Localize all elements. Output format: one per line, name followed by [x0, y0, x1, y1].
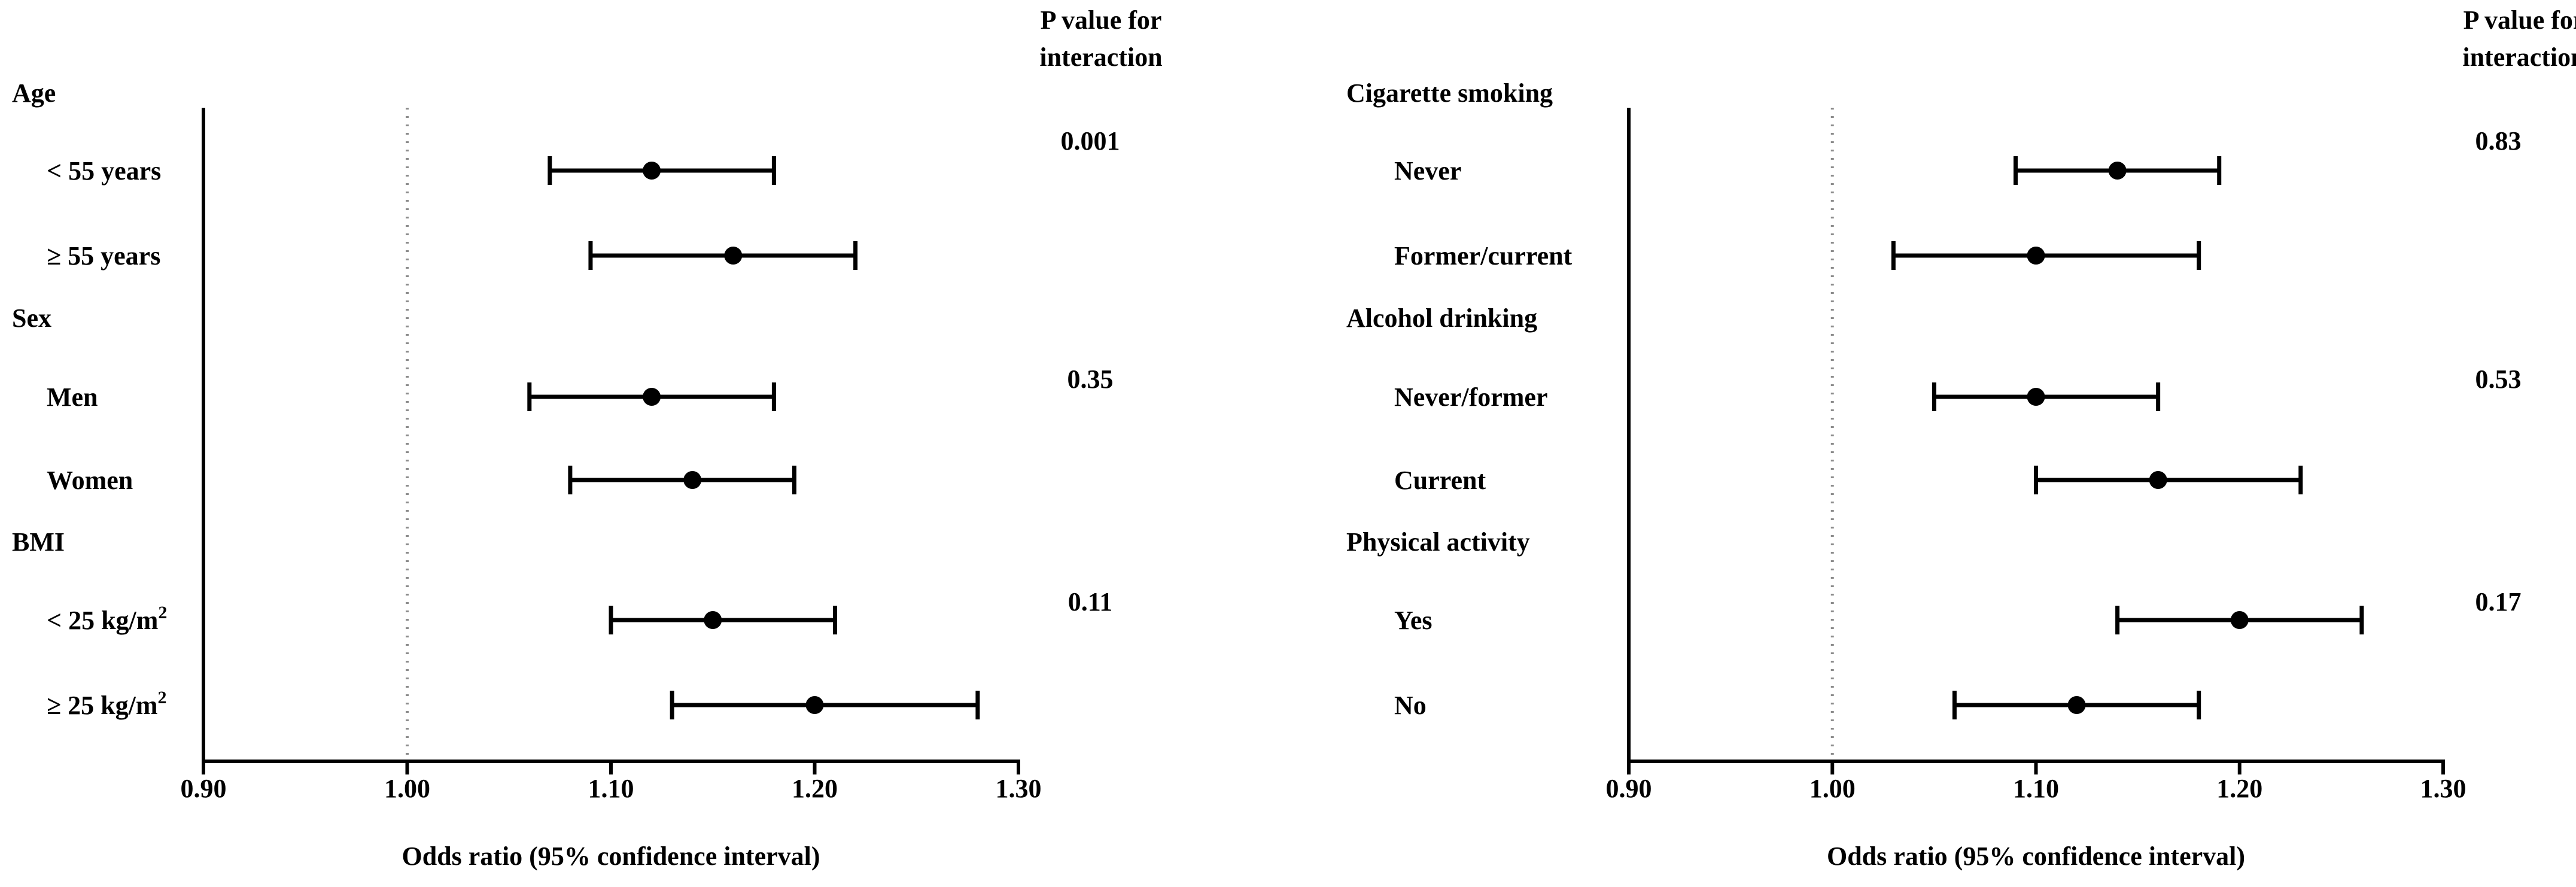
pvalue-interaction: 0.83 — [2475, 126, 2522, 156]
group-label: Sex — [12, 303, 51, 333]
odds-ratio-point — [805, 696, 824, 714]
pvalue-header: P value for — [1041, 5, 1162, 35]
odds-ratio-point — [683, 471, 702, 489]
row-label: < 55 years — [47, 156, 161, 186]
x-tick-label: 1.10 — [2013, 774, 2059, 803]
row-label: ≥ 55 years — [47, 241, 160, 271]
row-label: Men — [47, 382, 98, 412]
group-label: Alcohol drinking — [1346, 303, 1537, 333]
x-tick-label: 1.30 — [2420, 774, 2466, 803]
row-label-text: ≥ 55 years — [47, 241, 160, 271]
odds-ratio-point — [724, 247, 743, 265]
odds-ratio-point — [2067, 696, 2086, 714]
pvalue-interaction: 0.11 — [1068, 587, 1113, 616]
row-label-text: Former/current — [1394, 241, 1573, 271]
x-tick-label: 1.20 — [792, 774, 838, 803]
pvalue-interaction: 0.53 — [2475, 364, 2522, 394]
row-label-text: Yes — [1394, 606, 1433, 635]
x-tick-label: 1.10 — [588, 774, 634, 803]
odds-ratio-point — [2108, 162, 2127, 180]
row-label-text: Men — [47, 382, 98, 412]
row-label-superscript: 2 — [158, 603, 167, 622]
row-label-superscript: 2 — [158, 688, 167, 707]
row-label-text: Current — [1394, 466, 1486, 495]
odds-ratio-point — [704, 611, 722, 629]
row-label: No — [1394, 691, 1427, 720]
row-label-text: Never/former — [1394, 382, 1547, 412]
row-label: Women — [47, 466, 133, 495]
row-label: Never — [1394, 156, 1461, 186]
row-label-text: ≥ 25 kg/m — [47, 691, 158, 720]
x-tick-label: 0.90 — [181, 774, 227, 803]
group-label: Cigarette smoking — [1346, 78, 1553, 108]
row-label-text: No — [1394, 691, 1427, 720]
group-label: Age — [12, 78, 56, 108]
row-label: Yes — [1394, 606, 1433, 635]
row-label: < 25 kg/m2 — [47, 603, 167, 635]
x-axis-label: Odds ratio (95% confidence interval) — [1827, 842, 2245, 871]
row-label: Current — [1394, 466, 1486, 495]
odds-ratio-point — [2230, 611, 2249, 629]
forest-panel-2: 0.90 1.00 1.10 1.20 1.30 Odds ratio (95% conf… — [1346, 5, 2576, 871]
forest-panel-1: 0.90 1.00 1.10 1.20 1.30 Odds ratio (95% conf… — [12, 5, 1163, 871]
x-tick-label: 1.30 — [996, 774, 1042, 803]
odds-ratio-point — [2027, 388, 2045, 406]
x-tick-label: 0.90 — [1606, 774, 1652, 803]
pvalue-header: interaction — [2462, 42, 2576, 72]
row-label: ≥ 25 kg/m2 — [47, 688, 167, 720]
row-label-text: Women — [47, 466, 133, 495]
row-label: Never/former — [1394, 382, 1547, 412]
odds-ratio-point — [2149, 471, 2167, 489]
pvalue-interaction: 0.001 — [1061, 126, 1120, 156]
x-axis-label: Odds ratio (95% confidence interval) — [402, 842, 820, 871]
odds-ratio-point — [643, 388, 661, 406]
group-label: BMI — [12, 527, 65, 557]
pvalue-interaction: 0.17 — [2475, 587, 2522, 616]
x-tick-label: 1.20 — [2216, 774, 2262, 803]
row-label-text: Never — [1394, 156, 1461, 186]
pvalue-interaction: 0.35 — [1067, 364, 1114, 394]
group-label: Physical activity — [1346, 527, 1530, 557]
x-tick-label: 1.00 — [1809, 774, 1856, 803]
row-label-text: < 25 kg/m — [47, 606, 158, 635]
row-label: Former/current — [1394, 241, 1573, 271]
odds-ratio-point — [643, 162, 661, 180]
row-label-text: < 55 years — [47, 156, 161, 186]
odds-ratio-point — [2027, 247, 2045, 265]
pvalue-header: interaction — [1039, 42, 1162, 72]
x-tick-label: 1.00 — [384, 774, 430, 803]
pvalue-header: P value for — [2464, 5, 2576, 35]
